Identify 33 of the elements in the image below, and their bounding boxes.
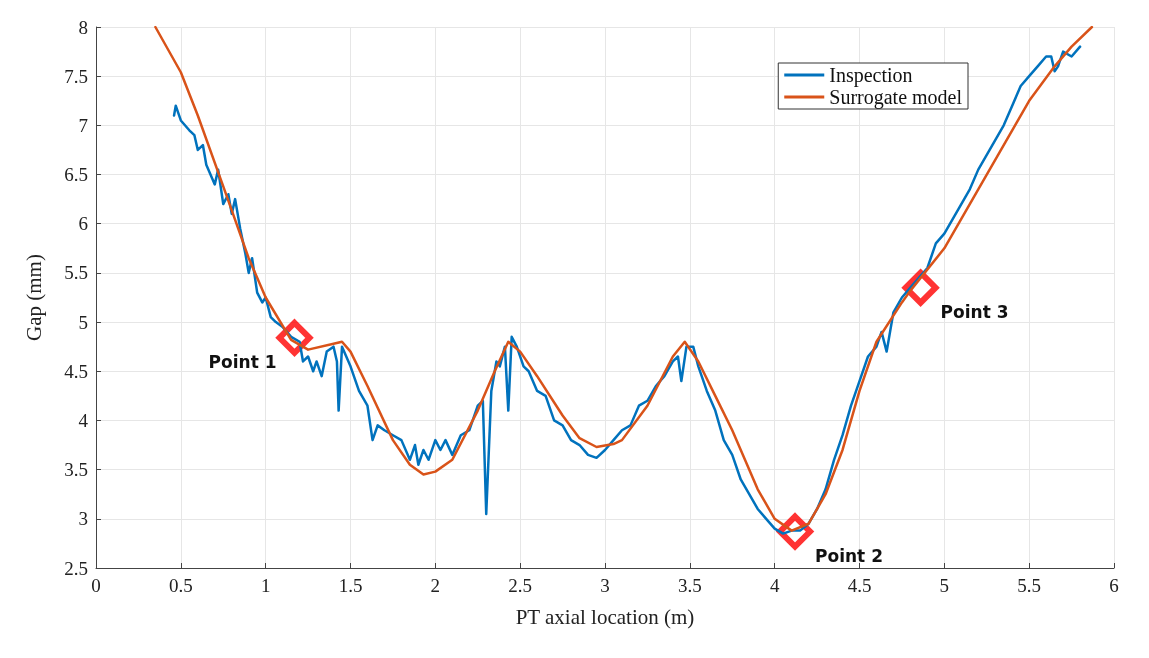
y-tick-label: 6.5 [64,164,88,186]
x-tick-label: 2 [430,575,441,596]
x-tick-label: 5.5 [1017,575,1042,596]
annotation: Point 3 [940,302,1009,323]
x-tick-label: 4.5 [847,575,872,596]
x-tick-label: 1 [260,575,271,596]
x-tick-label: 6 [1109,575,1119,596]
y-tick-label: 6 [78,213,88,235]
legend-label: Surrogate model [829,86,963,109]
y-tick-label: 5 [78,311,88,333]
annotation: Point 1 [208,352,277,373]
x-tick-label: 4 [769,575,780,596]
y-tick-label: 3 [78,508,88,530]
y-tick-label: 7.5 [64,65,88,87]
x-tick-label: 1.5 [338,575,363,596]
y-axis-title: Gap (mm) [21,254,46,341]
x-tick-label: 3.5 [677,575,702,596]
x-tick-label: 0.5 [168,575,193,596]
annotation: Point 2 [815,546,883,567]
y-tick-label: 7 [78,114,88,136]
legend-label: Inspection [829,64,913,87]
y-tick-label: 4 [78,409,89,431]
x-tick-label: 0 [91,575,101,596]
point [276,319,313,356]
y-tick-label: 8 [78,16,88,38]
x-tick-label: 2.5 [508,575,533,596]
x-tick-label: 3 [600,575,610,596]
x-axis-title: PT axial location (m) [515,604,695,629]
y-tick-label: 5.5 [64,262,88,284]
x-tick-label: 5 [939,575,950,596]
y-tick-label: 3.5 [64,459,88,481]
y-tick-label: 2.5 [64,557,88,579]
y-tick-label: 4.5 [64,360,88,382]
